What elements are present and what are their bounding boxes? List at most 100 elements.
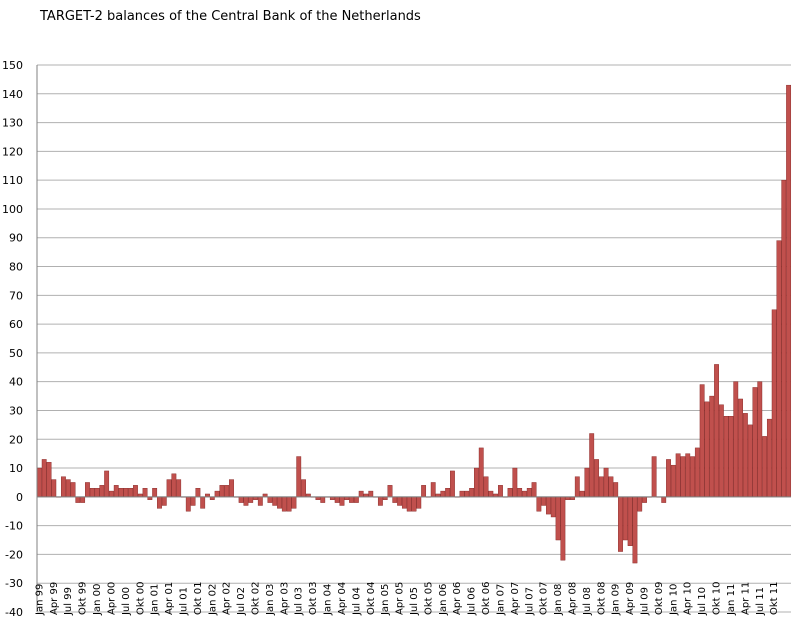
bar <box>142 488 148 498</box>
x-tick-label: Okt 06 <box>481 582 492 616</box>
bar <box>123 488 129 498</box>
bar <box>488 490 494 498</box>
bar <box>541 496 547 506</box>
x-tick-label: Okt 05 <box>423 582 434 616</box>
y-tick-label: 0 <box>16 491 23 504</box>
y-tick-label: 110 <box>2 174 23 187</box>
x-tick-label: Jul 10 <box>697 587 708 616</box>
bar <box>85 482 90 498</box>
y-tick-label: 50 <box>9 347 23 360</box>
bar <box>632 496 638 564</box>
bar <box>46 462 52 498</box>
x-axis-tick-labels: Jan 99 Apr 99 Jul 99 Okt 99 Jan 00 Apr 00 Jul … <box>34 582 780 617</box>
bar <box>584 467 590 498</box>
x-tick-label: Okt 00 <box>135 582 146 616</box>
x-tick-label: Apr 05 <box>395 582 406 615</box>
bar <box>709 395 715 498</box>
bar <box>301 479 306 498</box>
bar <box>459 490 465 498</box>
bar <box>89 488 95 498</box>
y-tick-label: 30 <box>9 404 23 417</box>
x-tick-label: Jan 06 <box>438 584 449 616</box>
bar <box>694 447 700 498</box>
bar <box>75 496 81 503</box>
bar <box>392 496 398 503</box>
x-tick-label: Okt 11 <box>769 582 780 616</box>
bar <box>440 490 446 498</box>
bar <box>296 456 302 498</box>
bar <box>406 496 412 512</box>
x-tick-label: Jul 08 <box>582 587 593 616</box>
x-tick-label: Jan 03 <box>265 584 276 616</box>
x-tick-label: Jan 05 <box>380 584 391 616</box>
bar <box>353 496 359 503</box>
bar <box>377 496 383 506</box>
bar <box>450 470 455 498</box>
bar <box>771 309 777 498</box>
bar <box>128 488 134 498</box>
x-tick-label: Apr 02 <box>222 582 233 615</box>
x-tick-label: Jan 04 <box>323 584 334 616</box>
bar <box>157 496 162 509</box>
x-tick-label: Okt 04 <box>366 582 377 616</box>
x-tick-label: Jan 08 <box>553 584 564 616</box>
y-tick-label: -40 <box>5 606 23 619</box>
bar <box>161 496 167 506</box>
bar <box>728 416 734 498</box>
x-tick-label: Jan 00 <box>92 584 103 616</box>
bar <box>536 496 542 512</box>
bar <box>65 479 71 498</box>
bar <box>36 467 42 498</box>
bar <box>243 496 249 506</box>
bar <box>286 496 292 512</box>
y-tick-label: 150 <box>2 59 23 72</box>
x-tick-label: Okt 07 <box>539 582 550 616</box>
bar <box>70 482 76 498</box>
x-tick-label: Apr 04 <box>337 582 348 615</box>
bar <box>267 496 273 503</box>
x-tick-label: Apr 11 <box>740 582 751 615</box>
bar <box>723 416 729 498</box>
x-tick-label: Okt 99 <box>78 582 89 616</box>
bar <box>104 470 110 498</box>
x-tick-label: Apr 99 <box>49 582 60 615</box>
chart-title: TARGET-2 balances of the Central Bank of… <box>40 9 421 24</box>
bar <box>752 387 758 498</box>
x-tick-label: Jan 10 <box>668 584 679 616</box>
x-tick-label: Apr 06 <box>452 582 463 615</box>
bar <box>757 381 763 498</box>
bar <box>152 488 158 498</box>
bar <box>517 488 523 498</box>
bar <box>651 456 657 498</box>
bar <box>704 401 710 498</box>
bar <box>469 488 475 498</box>
bar <box>498 485 503 498</box>
bar <box>166 479 172 498</box>
x-tick-label: Apr 08 <box>567 582 578 615</box>
bar <box>579 490 585 498</box>
x-tick-label: Jan 11 <box>726 584 737 616</box>
x-tick-label: Apr 01 <box>164 582 175 615</box>
y-axis-tick-labels: 1501401301201101009080706050403020100-10… <box>2 59 23 619</box>
bar <box>776 240 782 498</box>
axes <box>36 65 791 612</box>
bar <box>421 485 427 498</box>
bar <box>680 456 686 498</box>
bar <box>675 453 681 498</box>
bar <box>277 496 282 509</box>
y-tick-label: 100 <box>2 203 23 216</box>
y-tick-label: 20 <box>9 433 23 446</box>
bar <box>670 464 676 498</box>
bar <box>94 488 100 498</box>
bar <box>133 485 138 498</box>
bar <box>248 496 254 503</box>
y-tick-label: 70 <box>9 289 23 302</box>
bar <box>118 488 124 498</box>
bar <box>257 496 263 506</box>
bar <box>397 496 403 506</box>
y-tick-label: -30 <box>5 577 23 590</box>
x-tick-label: Jul 05 <box>409 587 420 616</box>
bar <box>666 459 671 498</box>
bar <box>742 413 748 498</box>
